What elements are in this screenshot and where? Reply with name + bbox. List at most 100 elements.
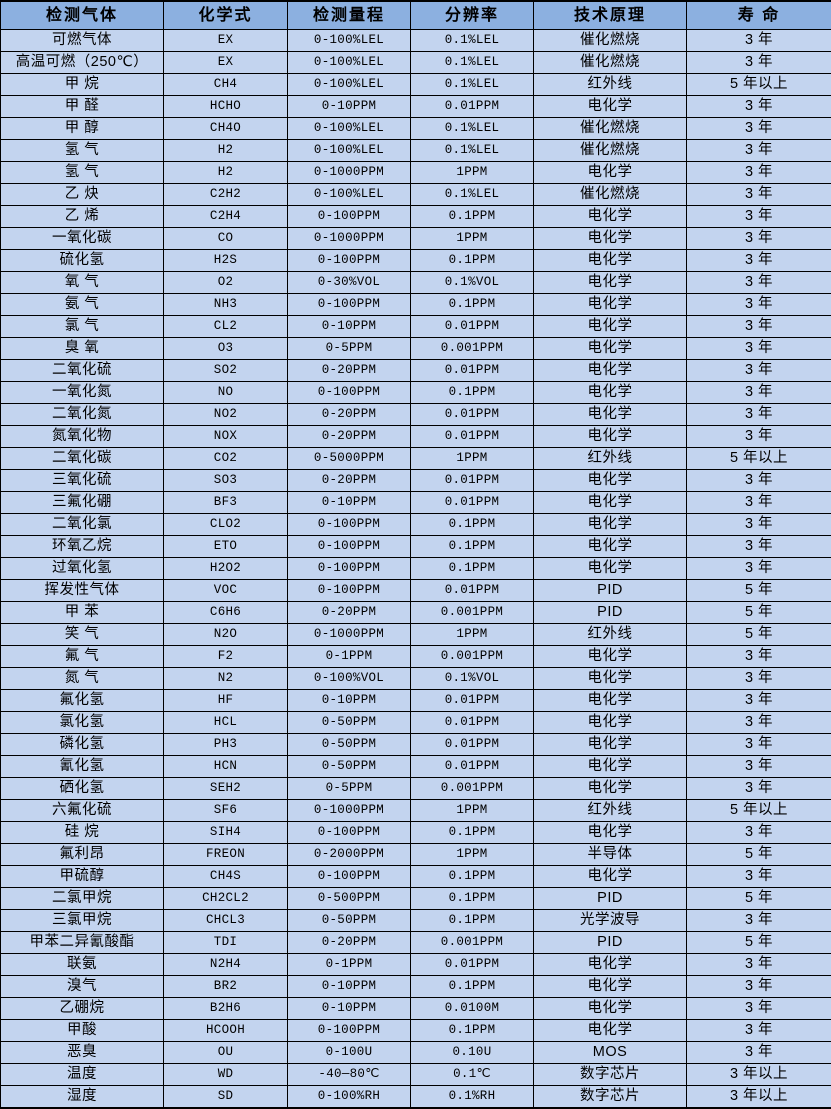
cell-tech: 电化学 xyxy=(534,1020,687,1042)
cell-res: 0.001PPM xyxy=(411,602,534,624)
cell-res: 0.1PPM xyxy=(411,206,534,228)
cell-range: 0-100PPM xyxy=(288,294,411,316)
cell-range: 0-100U xyxy=(288,1042,411,1064)
cell-tech: 电化学 xyxy=(534,404,687,426)
cell-gas: 氨 气 xyxy=(1,294,164,316)
cell-res: 0.1%LEL xyxy=(411,140,534,162)
cell-res: 0.001PPM xyxy=(411,778,534,800)
cell-range: 0-50PPM xyxy=(288,910,411,932)
cell-range: 0-20PPM xyxy=(288,470,411,492)
cell-formula: BF3 xyxy=(164,492,288,514)
cell-formula: CO xyxy=(164,228,288,250)
column-header-gas: 检测气体 xyxy=(1,1,164,30)
cell-life: 3 年 xyxy=(687,118,831,140)
cell-tech: 电化学 xyxy=(534,294,687,316)
cell-life: 3 年 xyxy=(687,360,831,382)
cell-tech: 电化学 xyxy=(534,668,687,690)
cell-res: 0.01PPM xyxy=(411,360,534,382)
cell-range: 0-500PPM xyxy=(288,888,411,910)
cell-tech: 电化学 xyxy=(534,96,687,118)
cell-tech: 红外线 xyxy=(534,624,687,646)
cell-life: 3 年 xyxy=(687,316,831,338)
cell-life: 3 年 xyxy=(687,756,831,778)
cell-tech: 电化学 xyxy=(534,360,687,382)
cell-life: 5 年 xyxy=(687,624,831,646)
cell-life: 3 年 xyxy=(687,228,831,250)
cell-tech: 电化学 xyxy=(534,536,687,558)
cell-gas: 二氧化氯 xyxy=(1,514,164,536)
cell-range: 0-20PPM xyxy=(288,602,411,624)
cell-tech: 电化学 xyxy=(534,712,687,734)
cell-gas: 氮氧化物 xyxy=(1,426,164,448)
cell-tech: 红外线 xyxy=(534,448,687,470)
cell-formula: NH3 xyxy=(164,294,288,316)
cell-gas: 硅 烷 xyxy=(1,822,164,844)
cell-gas: 二氧化碳 xyxy=(1,448,164,470)
cell-gas: 甲 烷 xyxy=(1,74,164,96)
cell-range: 0-100PPM xyxy=(288,558,411,580)
cell-res: 1PPM xyxy=(411,228,534,250)
cell-gas: 三氯甲烷 xyxy=(1,910,164,932)
cell-formula: SF6 xyxy=(164,800,288,822)
cell-gas: 恶臭 xyxy=(1,1042,164,1064)
cell-formula: CH4 xyxy=(164,74,288,96)
cell-life: 3 年 xyxy=(687,690,831,712)
cell-gas: 乙硼烷 xyxy=(1,998,164,1020)
cell-gas: 甲 醇 xyxy=(1,118,164,140)
cell-res: 1PPM xyxy=(411,844,534,866)
cell-life: 3 年 xyxy=(687,734,831,756)
cell-range: 0-100%LEL xyxy=(288,184,411,206)
cell-tech: 电化学 xyxy=(534,998,687,1020)
cell-res: 0.1PPM xyxy=(411,866,534,888)
cell-res: 0.1PPM xyxy=(411,976,534,998)
cell-tech: 数字芯片 xyxy=(534,1086,687,1109)
cell-formula: CO2 xyxy=(164,448,288,470)
cell-life: 3 年 xyxy=(687,712,831,734)
cell-res: 0.01PPM xyxy=(411,316,534,338)
cell-gas: 甲 苯 xyxy=(1,602,164,624)
cell-range: 0-1PPM xyxy=(288,646,411,668)
cell-gas: 乙 烯 xyxy=(1,206,164,228)
cell-life: 3 年 xyxy=(687,998,831,1020)
cell-formula: EX xyxy=(164,52,288,74)
cell-tech: PID xyxy=(534,932,687,954)
cell-res: 0.1%LEL xyxy=(411,30,534,52)
cell-life: 3 年 xyxy=(687,250,831,272)
cell-tech: 电化学 xyxy=(534,976,687,998)
cell-gas: 二氧化氮 xyxy=(1,404,164,426)
cell-range: 0-100PPM xyxy=(288,822,411,844)
cell-gas: 湿度 xyxy=(1,1086,164,1109)
cell-gas: 氯 气 xyxy=(1,316,164,338)
cell-gas: 一氧化氮 xyxy=(1,382,164,404)
cell-formula: CL2 xyxy=(164,316,288,338)
cell-range: 0-5000PPM xyxy=(288,448,411,470)
cell-life: 5 年 xyxy=(687,580,831,602)
cell-tech: 半导体 xyxy=(534,844,687,866)
cell-gas: 二氧化硫 xyxy=(1,360,164,382)
cell-tech: MOS xyxy=(534,1042,687,1064)
cell-life: 5 年以上 xyxy=(687,448,831,470)
cell-range: 0-5PPM xyxy=(288,338,411,360)
cell-tech: 催化燃烧 xyxy=(534,184,687,206)
cell-gas: 三氟化硼 xyxy=(1,492,164,514)
cell-range: 0-20PPM xyxy=(288,932,411,954)
cell-gas: 氮 气 xyxy=(1,668,164,690)
cell-res: 0.1PPM xyxy=(411,536,534,558)
cell-life: 3 年 xyxy=(687,866,831,888)
cell-res: 0.01PPM xyxy=(411,756,534,778)
cell-tech: PID xyxy=(534,888,687,910)
